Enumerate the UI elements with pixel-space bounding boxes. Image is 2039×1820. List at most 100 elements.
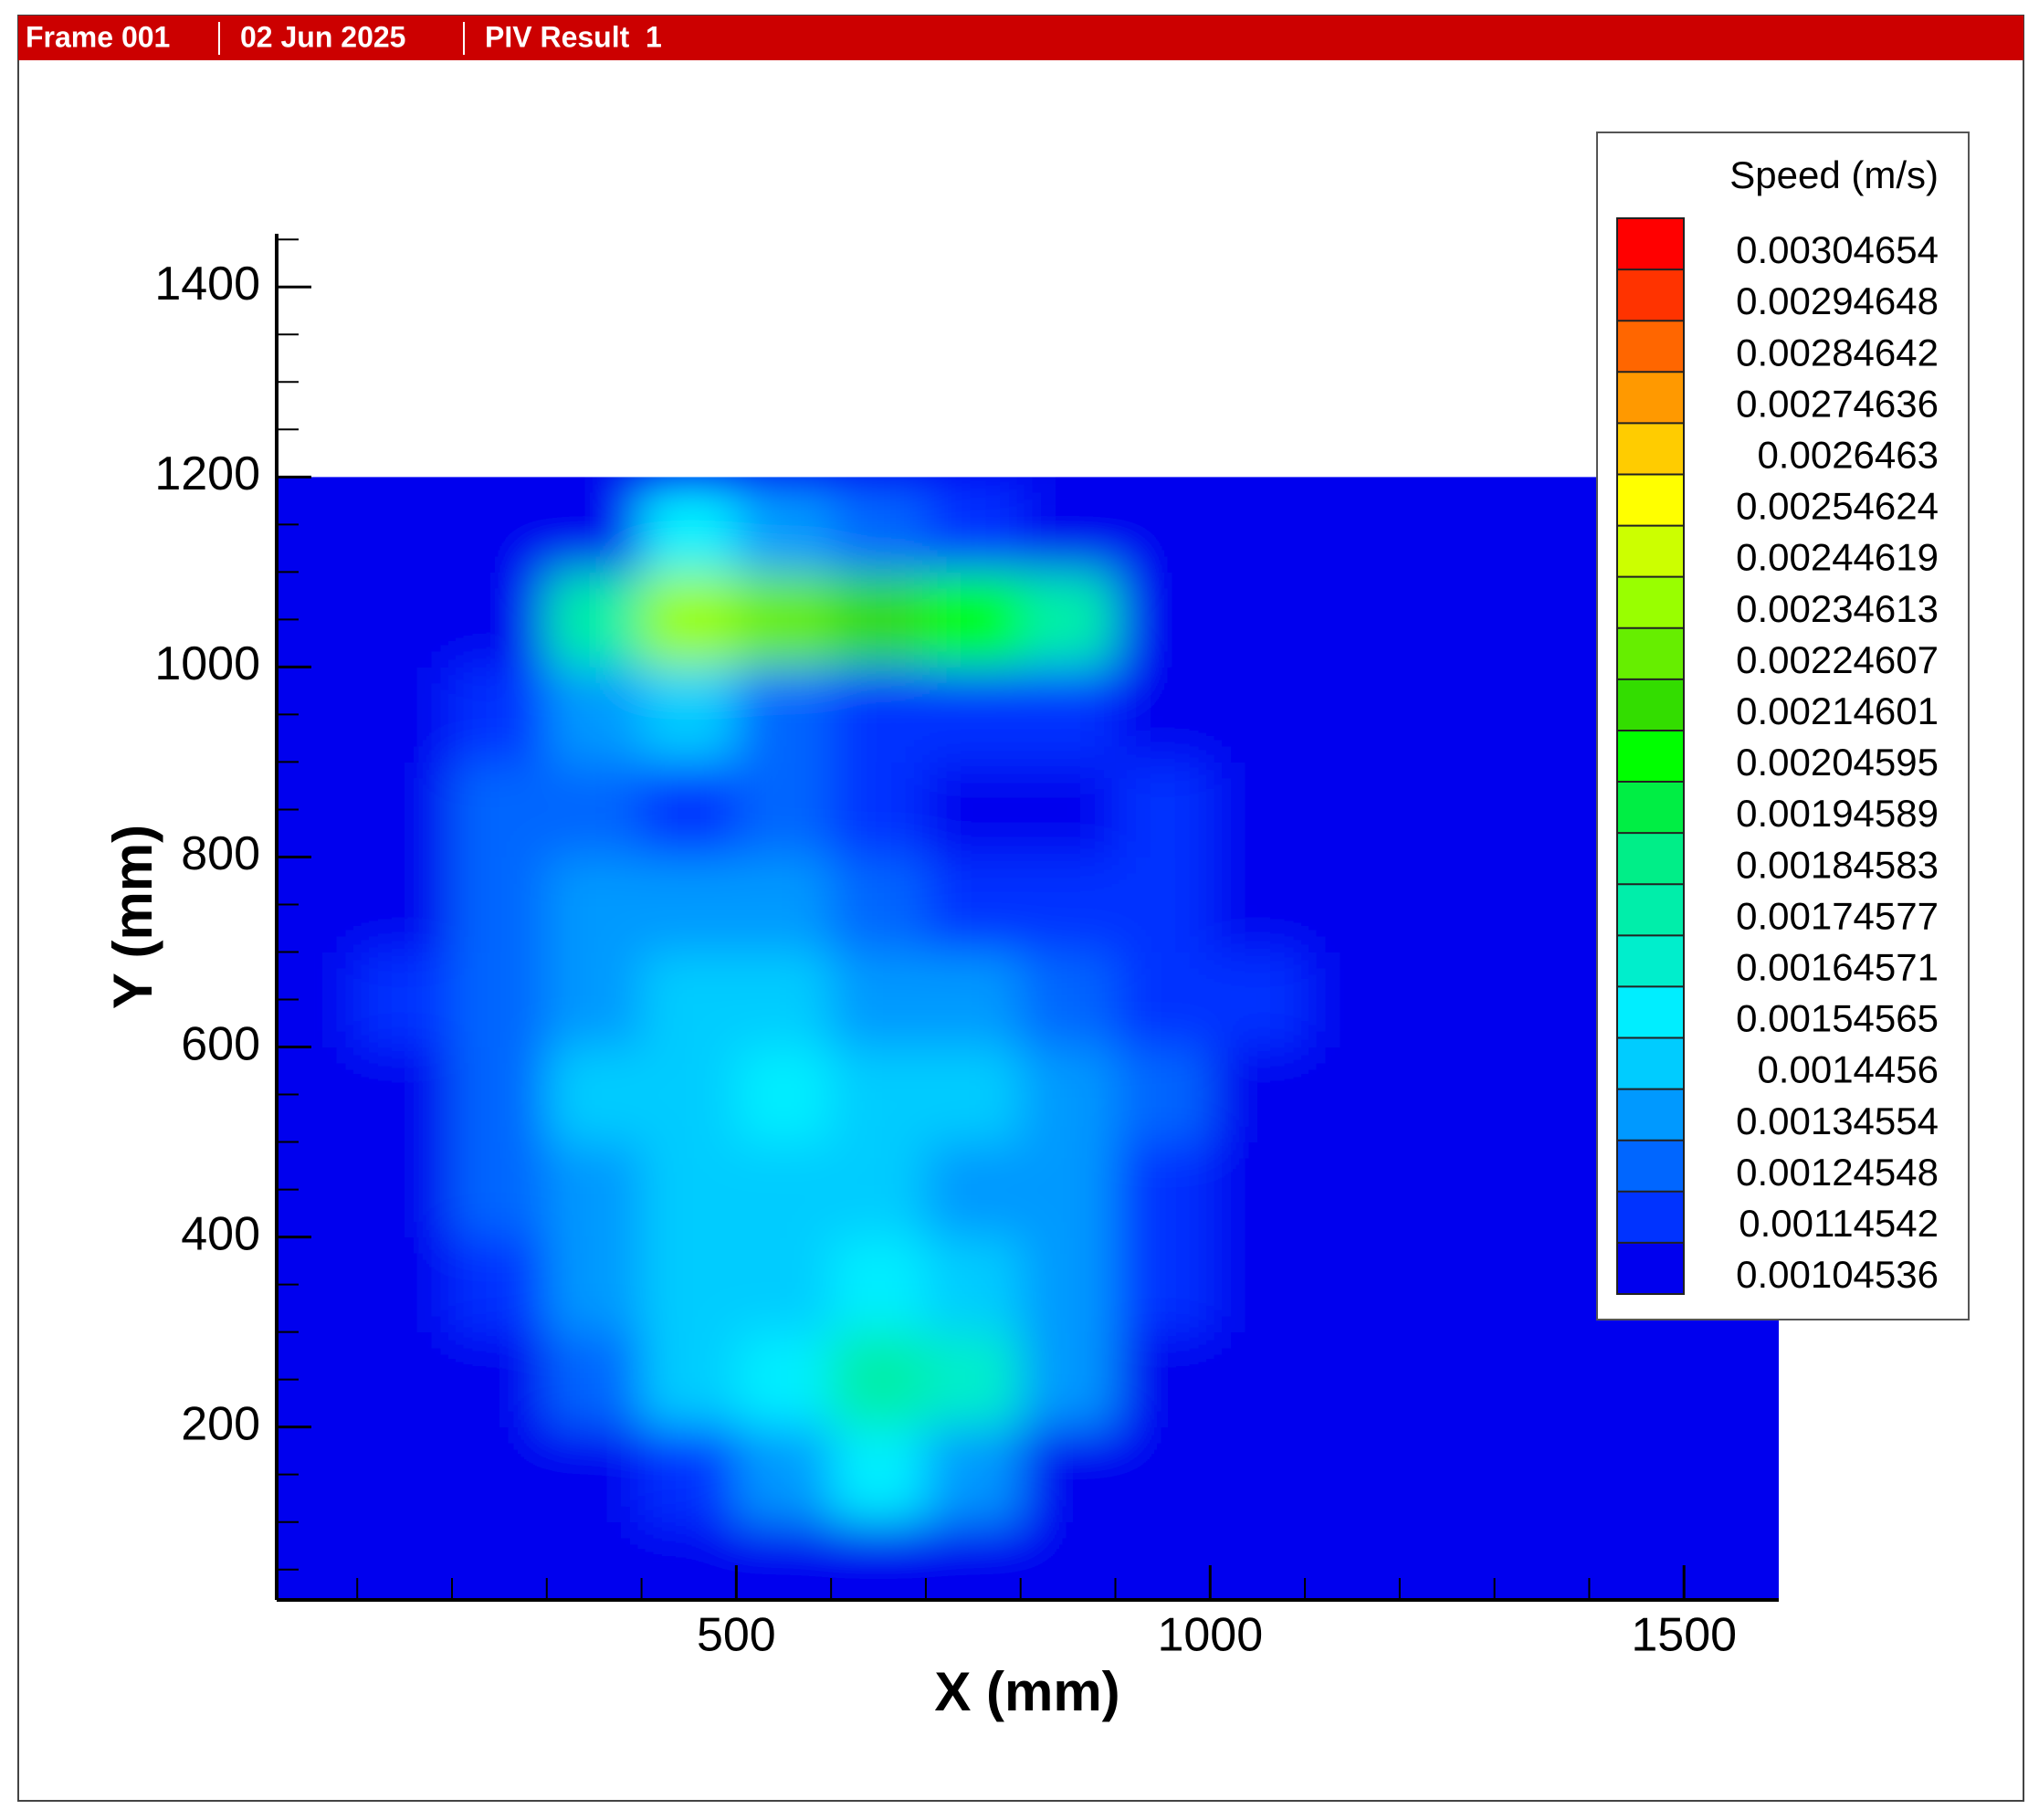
field-cells [277,477,1779,1600]
field-cell [1020,952,1117,1048]
field-cell [277,1521,358,1600]
field-cell [641,477,737,573]
legend-label: 0.00134554 [1736,1099,1939,1142]
legend-label: 0.00164571 [1736,945,1939,988]
legend-label: 0.00194589 [1736,792,1939,835]
field-cell [831,1331,927,1428]
legend-label: 0.00274636 [1736,382,1939,425]
field-cell [1399,1331,1496,1428]
field-cell [1305,1047,1401,1143]
field-cell [1305,857,1401,952]
field-cell [925,1426,1022,1523]
field-cell [1020,1521,1117,1600]
field-cell [452,762,548,857]
field-cell [736,1047,832,1143]
legend-label: 0.00234613 [1736,587,1939,630]
field-cell [736,1331,832,1428]
field-cell [1305,1236,1401,1333]
field-cell [1494,1141,1590,1238]
field-cell [1115,1236,1211,1333]
legend-swatch [1617,782,1684,834]
field-cell [736,762,832,857]
field-cell [831,762,927,857]
field-cell [452,1141,548,1238]
field-cell [1020,477,1117,573]
field-cell [1684,1426,1779,1523]
legend-title: Speed (m/s) [1729,153,1939,196]
date-label: 02 Jun 2025 [240,20,405,53]
field-cell [1494,477,1590,573]
field-cell [736,667,832,763]
field-cell [1399,1141,1496,1238]
field-cell [1399,1047,1496,1143]
frame-label: Frame 001 [26,20,170,53]
field-cell [1115,762,1211,857]
field-cell [357,1331,453,1428]
legend-label: 0.00154565 [1736,997,1939,1040]
field-cell [1115,1047,1211,1143]
field-cell [641,857,737,952]
legend-swatch [1617,1089,1684,1141]
field-cell [1115,1331,1211,1428]
field-cell [736,1236,832,1333]
y-tick-label: 600 [181,1017,260,1070]
field-cell [1115,952,1211,1048]
field-cell [1020,1236,1117,1333]
field-cell [641,1236,737,1333]
legend-label: 0.00104536 [1736,1253,1939,1296]
field-cell [1210,1047,1306,1143]
y-axis-title: Y (mm) [102,825,163,1009]
field-cell [1115,1521,1211,1600]
field-cell [546,1521,643,1600]
field-cell [641,1047,737,1143]
field-cell [1020,1426,1117,1523]
field-cell [452,1331,548,1428]
field-cell [736,572,832,668]
legend-label: 0.00184583 [1736,843,1939,886]
field-cell [1305,762,1401,857]
field-cell [1210,1331,1306,1428]
legend-swatch [1617,935,1684,987]
field-cell [1210,1521,1306,1600]
field-cell [641,572,737,668]
legend-swatch [1617,1140,1684,1193]
legend-swatch [1617,679,1684,731]
legend-swatch [1617,627,1684,680]
field-cell [1210,1236,1306,1333]
field-cell [641,1141,737,1238]
field-cell [1684,1331,1779,1428]
legend-swatch [1617,833,1684,885]
field-cell [736,1426,832,1523]
y-tick-label: 800 [181,827,260,880]
legend-label: 0.0014456 [1757,1048,1939,1091]
legend-label: 0.00254624 [1736,485,1939,528]
field-cell [925,477,1022,573]
field-cell [1210,477,1306,573]
field-cell [736,952,832,1048]
field-cell [1210,1141,1306,1238]
field-cell [452,572,548,668]
field-cell [1589,1521,1685,1600]
field-cell [831,1236,927,1333]
legend-swatch [1617,730,1684,783]
field-cell [357,952,453,1048]
field-cell [1305,667,1401,763]
field-cell [1494,762,1590,857]
field-cell [452,667,548,763]
field-cell [357,857,453,952]
x-tick-label: 500 [697,1609,776,1662]
field-cell [452,857,548,952]
field-cell [1115,1141,1211,1238]
field-cell [831,667,927,763]
field-cell [1399,762,1496,857]
y-tick-label: 1000 [154,637,260,690]
field-cell [1210,667,1306,763]
field-cell [831,1047,927,1143]
field-cell [1494,857,1590,952]
field-cell [546,1331,643,1428]
field-cell [1589,1426,1685,1523]
field-cell [1020,1331,1117,1428]
legend-swatch [1617,576,1684,629]
legend-swatch [1617,1037,1684,1090]
